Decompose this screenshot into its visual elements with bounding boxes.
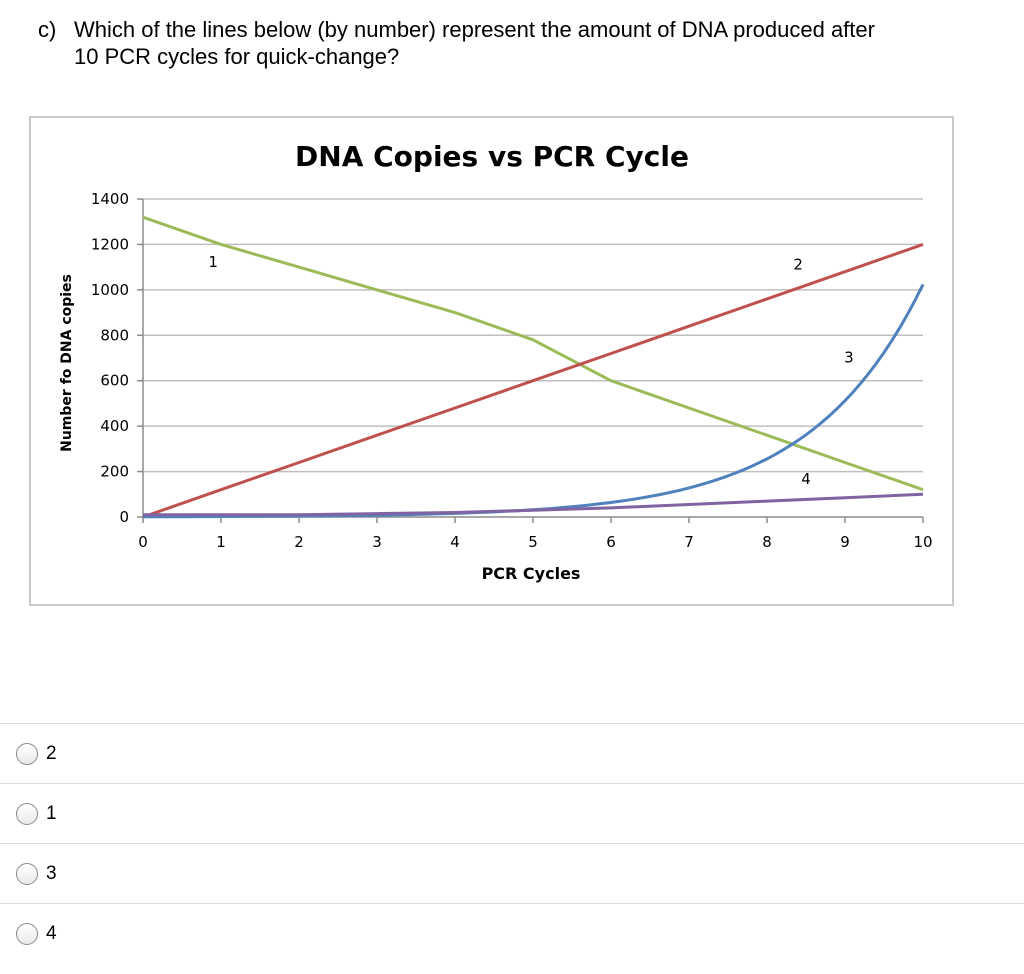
x-tick-label: 9 bbox=[840, 533, 850, 551]
x-tick-label: 6 bbox=[606, 533, 616, 551]
line-labels: 1 2 3 4 bbox=[208, 253, 853, 488]
radio-button[interactable] bbox=[16, 802, 38, 825]
x-axis-label: PCR Cycles bbox=[482, 564, 581, 583]
axes: 0 200 400 600 800 1000 1200 1400 0 1 2 3 4 5 6 7 8 9 10 bbox=[91, 190, 933, 551]
x-tick-label: 0 bbox=[138, 533, 148, 551]
y-tick-label: 1200 bbox=[91, 235, 129, 253]
x-tick-label: 3 bbox=[372, 533, 382, 551]
y-tick-label: 600 bbox=[100, 372, 129, 390]
series-line-2 bbox=[142, 242, 924, 519]
radio-button[interactable] bbox=[16, 922, 38, 945]
question-text: c) Which of the lines below (by number) r… bbox=[38, 16, 998, 70]
radio-button[interactable] bbox=[16, 862, 38, 885]
question-line-1-text: Which of the lines below (by number) rep… bbox=[74, 17, 875, 42]
series-line-4 bbox=[143, 492, 924, 517]
chart-frame: DNA Copies vs PCR Cycle 0 200 400 600 800 100… bbox=[29, 116, 954, 606]
answer-options: 2 1 3 4 bbox=[0, 723, 1024, 963]
grid-lines bbox=[143, 198, 923, 473]
y-tick-label: 800 bbox=[100, 326, 129, 344]
question-line-1: c) Which of the lines below (by number) r… bbox=[38, 16, 998, 43]
radio-button[interactable] bbox=[16, 742, 38, 765]
x-tick-label: 4 bbox=[450, 533, 460, 551]
x-tick-label: 5 bbox=[528, 533, 538, 551]
series-line-1 bbox=[142, 215, 924, 492]
option-row[interactable]: 4 bbox=[0, 903, 1024, 963]
option-label: 2 bbox=[46, 742, 57, 764]
line-chart: DNA Copies vs PCR Cycle 0200400600800100… bbox=[59, 140, 933, 583]
y-tick-label: 1400 bbox=[91, 190, 129, 208]
option-row[interactable]: 1 bbox=[0, 783, 1024, 843]
series-lines bbox=[142, 215, 925, 519]
question-line-2: 10 PCR cycles for quick-change? bbox=[74, 44, 400, 69]
option-label: 1 bbox=[46, 802, 57, 824]
line-number-label: 2 bbox=[793, 255, 803, 273]
chart-title: DNA Copies vs PCR Cycle bbox=[295, 140, 689, 173]
y-axis-label: Number fo DNA copies bbox=[59, 274, 75, 452]
x-tick-label: 10 bbox=[913, 533, 932, 551]
question-label: c) bbox=[38, 17, 57, 42]
x-tick-label: 7 bbox=[684, 533, 694, 551]
option-label: 4 bbox=[46, 922, 57, 944]
y-tick-label: 1000 bbox=[91, 281, 129, 299]
y-tick-label: 0 bbox=[119, 508, 129, 526]
option-row[interactable]: 3 bbox=[0, 843, 1024, 903]
option-label: 3 bbox=[46, 862, 57, 884]
y-tick-label: 200 bbox=[100, 463, 129, 481]
option-row[interactable]: 2 bbox=[0, 723, 1024, 783]
x-tick-label: 1 bbox=[216, 533, 226, 551]
x-tick-label: 8 bbox=[762, 533, 772, 551]
line-number-label: 4 bbox=[801, 470, 811, 488]
line-number-label: 1 bbox=[208, 253, 218, 271]
x-tick-label: 2 bbox=[294, 533, 304, 551]
line-number-label: 3 bbox=[844, 349, 854, 367]
y-tick-label: 400 bbox=[100, 417, 129, 435]
